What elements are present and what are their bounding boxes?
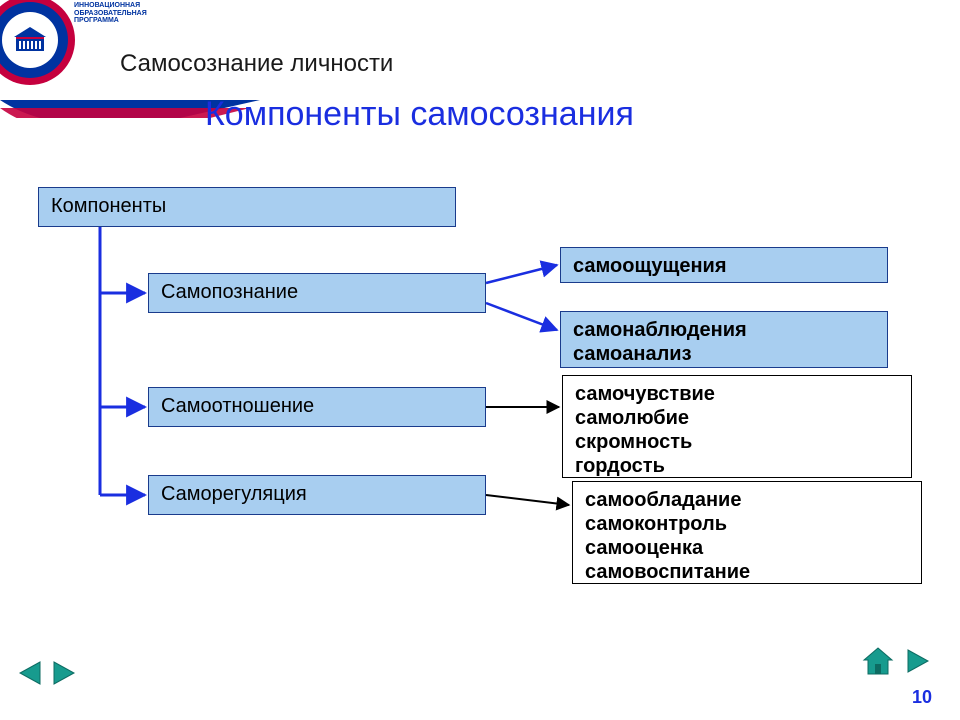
slide: ИННОВАЦИОННАЯ ОБРАЗОВАТЕЛЬНАЯ ПРОГРАММА … (0, 0, 960, 720)
node-leaf-2: самочувствие самолюбие скромность гордос… (562, 375, 912, 478)
home-button[interactable] (862, 646, 894, 676)
node-leaf-3: самообладание самоконтроль самооценка са… (572, 481, 922, 584)
logo-top-text: ИННОВАЦИОННАЯ ОБРАЗОВАТЕЛЬНАЯ ПРОГРАММА (74, 2, 147, 25)
node-level1-1: Самоотношение (148, 387, 486, 427)
node-level1-0: Самопознание (148, 273, 486, 313)
node-level1-2: Саморегуляция (148, 475, 486, 515)
node-leaf-1: самонаблюдения самоанализ (560, 311, 888, 368)
next-button-right[interactable] (904, 646, 934, 676)
next-button[interactable] (50, 658, 80, 688)
page-number: 10 (912, 687, 932, 708)
building-icon (10, 25, 50, 55)
node-root: Компоненты (38, 187, 456, 227)
diagram: Компоненты Самопознание Самоотношение Са… (0, 165, 960, 615)
node-leaf-0: самоощущения (560, 247, 888, 283)
slide-title: Компоненты самосознания (205, 95, 634, 134)
slide-subtitle: Самосознание личности (120, 50, 393, 78)
prev-button[interactable] (14, 658, 44, 688)
